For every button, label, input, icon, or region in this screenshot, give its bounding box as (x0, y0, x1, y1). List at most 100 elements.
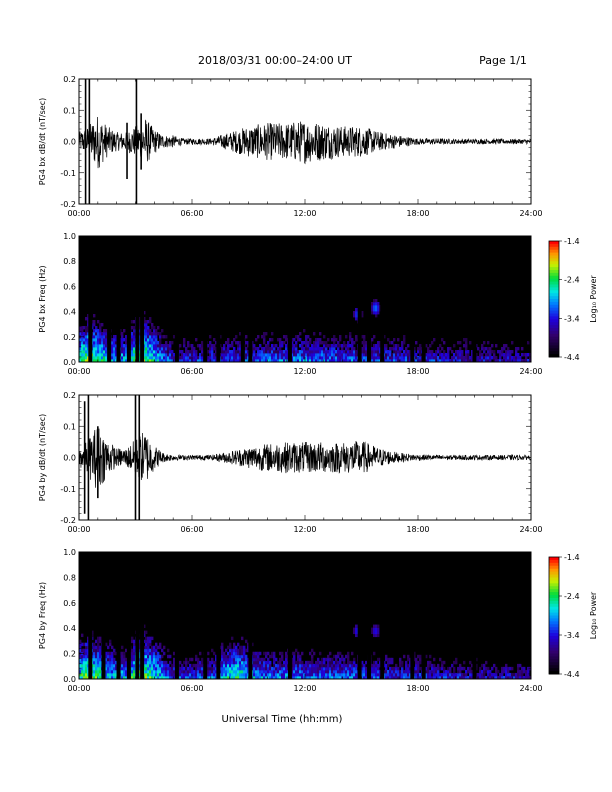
spectrogram-cell (167, 648, 170, 653)
spectrogram-cell (149, 672, 152, 677)
spectrogram-cell (133, 332, 136, 336)
spectrogram-cell (81, 669, 84, 674)
spectrogram-cell (441, 359, 444, 363)
spectrogram-cell (99, 660, 102, 665)
spectrogram-cell (93, 314, 96, 318)
spectrogram-cell (443, 359, 446, 363)
spectrogram-cell (469, 669, 472, 674)
y-tick-label: 0.0 (63, 675, 76, 684)
spectrogram-cell (189, 666, 192, 671)
spectrogram-cell (255, 672, 258, 677)
spectrogram-cell (247, 657, 250, 662)
spectrogram-cell (241, 645, 244, 650)
spectrogram-cell (111, 657, 114, 662)
spectrogram-cell (507, 666, 510, 671)
spectrogram-cell (267, 660, 270, 665)
spectrogram-cell (131, 669, 134, 674)
spectrogram-cell (155, 669, 158, 674)
spectrogram-cell (105, 335, 108, 339)
spectrogram-cell (143, 320, 146, 324)
spectrogram-cell (471, 350, 474, 354)
spectrogram-cell (273, 654, 276, 659)
spectrogram-cell (87, 666, 90, 671)
spectrogram-cell (173, 669, 176, 674)
spectrogram-cell (221, 356, 224, 360)
data-gap (203, 552, 208, 679)
spectrogram-cell (323, 669, 326, 674)
spectrogram-cell (187, 359, 190, 363)
spectrogram-cell (115, 675, 118, 680)
spectrogram-cell (355, 317, 358, 321)
spectrogram-cell (81, 341, 84, 345)
spectrogram-cell (269, 672, 272, 677)
spectrogram-cell (231, 666, 234, 671)
spectrogram-cell (347, 347, 350, 351)
spectrogram-cell (149, 332, 152, 336)
spectrogram-cell (505, 359, 508, 363)
spectrogram-cell (329, 660, 332, 665)
spectrogram-cell (419, 672, 422, 677)
spectrogram-cell (277, 669, 280, 674)
spectrogram-cell (81, 654, 84, 659)
spectrogram-cell (211, 353, 214, 357)
spectrogram-cell (377, 624, 380, 628)
spectrogram-cell (375, 353, 378, 357)
spectrogram-cell (159, 350, 162, 354)
spectrogram-cell (247, 344, 250, 348)
spectrogram-cell (145, 639, 148, 644)
spectrogram-cell (155, 675, 158, 680)
spectrogram-cell (105, 344, 108, 348)
spectrogram-cell (263, 359, 266, 363)
spectrogram-cell (477, 672, 480, 677)
spectrogram-cell (481, 675, 484, 680)
spectrogram-cell (453, 660, 456, 665)
spectrogram-cell (325, 350, 328, 354)
spectrogram-cell (485, 359, 488, 363)
spectrogram-cell (215, 350, 218, 354)
data-gap (135, 552, 140, 679)
spectrogram-cell (215, 347, 218, 351)
spectrogram-cell (325, 669, 328, 674)
spectrogram-cell (389, 666, 392, 671)
spectrogram-cell (501, 347, 504, 351)
spectrogram-cell (125, 675, 128, 680)
spectrogram-cell (87, 660, 90, 665)
spectrogram-cell (337, 663, 340, 668)
spectrogram-cell (237, 642, 240, 647)
spectrogram-cell (415, 359, 418, 363)
data-gap (421, 552, 426, 679)
spectrogram-cell (111, 645, 114, 650)
data-gap (410, 236, 415, 362)
spectrogram-cell (385, 353, 388, 357)
spectrogram-cell (427, 666, 430, 671)
spectrogram-cell (351, 651, 354, 656)
spectrogram-cell (517, 663, 520, 668)
spectrogram-cell (115, 666, 118, 671)
spectrogram-cell (191, 657, 194, 662)
spectrogram-cell (291, 359, 294, 363)
spectrogram-cell (161, 356, 164, 360)
spectrogram-cell (319, 675, 322, 680)
spectrogram-cell (353, 669, 356, 674)
colorbar-step (549, 600, 559, 605)
colorbar-step (549, 644, 559, 649)
spectrogram-cell (275, 353, 278, 357)
spectrogram-cell (277, 663, 280, 668)
spectrogram-cell (281, 675, 284, 680)
spectrogram-cell (377, 308, 380, 312)
spectrogram-cell (213, 675, 216, 680)
spectrogram-cell (149, 657, 152, 662)
spectrogram-cell (241, 660, 244, 665)
spectrogram-cell (495, 675, 498, 680)
spectrogram-cell (469, 660, 472, 665)
spectrogram-cell (221, 657, 224, 662)
spectrogram-cell (297, 666, 300, 671)
spectrogram-cell (211, 657, 214, 662)
spectrogram-cell (295, 648, 298, 653)
spectrogram-cell (375, 344, 378, 348)
spectrogram-cell (85, 669, 88, 674)
spectrogram-cell (161, 347, 164, 351)
spectrogram-cell (335, 666, 338, 671)
spectrogram-cell (353, 356, 356, 360)
spectrogram-cell (327, 657, 330, 662)
